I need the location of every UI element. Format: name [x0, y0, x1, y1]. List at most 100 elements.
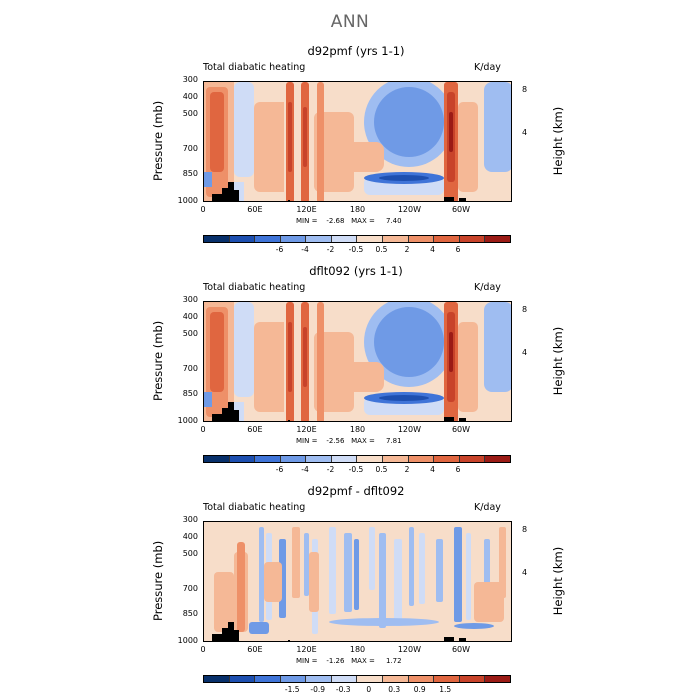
- y-tick-label: 300: [182, 75, 198, 84]
- x-tick-label: 60W: [451, 645, 471, 654]
- y-right-axis-title: Height (km): [551, 326, 565, 395]
- x-tick-label: 120W: [397, 425, 421, 434]
- y-tick-label: 400: [182, 311, 198, 321]
- colorbar-tick-label: 1.5: [439, 685, 452, 694]
- y-tick-label: 850: [182, 609, 198, 619]
- field-patch: [484, 302, 511, 392]
- colorbar-swatch: [255, 236, 281, 242]
- x-tick-label: 120E: [296, 645, 317, 654]
- blue-band: [379, 175, 429, 181]
- colorbar-tick-label: -2: [326, 245, 335, 254]
- y-tick-label: 500: [182, 108, 198, 118]
- colorbar-tick-label: 0.3: [388, 685, 401, 694]
- y-tick-label: 850: [182, 389, 198, 399]
- field-patch: [234, 630, 239, 641]
- colorbar-swatch: [408, 236, 435, 242]
- x-tick-label: 120W: [397, 205, 421, 214]
- field-patch: [228, 402, 234, 421]
- field-patch: [288, 420, 290, 421]
- colorbar: [203, 675, 511, 683]
- x-tick-label: 180: [349, 645, 366, 654]
- field-patch: [474, 582, 504, 622]
- colorbar-swatch: [280, 236, 307, 242]
- y-tick-label: 700: [182, 363, 198, 373]
- y-tick-label: 500: [182, 328, 198, 338]
- field-patch: [458, 322, 478, 412]
- field-patch: [237, 542, 245, 632]
- colorbar-tick-label: -1.5: [284, 685, 300, 694]
- y-right-tick-label: 8: [522, 304, 528, 314]
- field-patch: [303, 107, 307, 167]
- heatmap-field: [204, 302, 511, 421]
- y-tick-label: 700: [182, 583, 198, 593]
- page-title: ANN: [330, 12, 370, 32]
- colorbar-swatch: [306, 676, 332, 682]
- plot-area: [203, 521, 512, 642]
- colorbar-swatch: [383, 676, 409, 682]
- colorbar-tick-label: -6: [275, 465, 284, 474]
- field-patch: [324, 142, 384, 172]
- field-patch: [444, 637, 454, 641]
- colorbar-swatch: [434, 676, 460, 682]
- field-patch: [292, 527, 300, 598]
- colorbar-tick-label: 4: [430, 245, 435, 254]
- field-patch: [222, 408, 230, 421]
- colorbar-swatch: [204, 456, 230, 462]
- field-patch: [212, 634, 222, 641]
- blue-region: [374, 307, 444, 377]
- field-patch: [436, 539, 443, 602]
- field-patch: [288, 200, 290, 201]
- colorbar: [203, 235, 511, 243]
- colorbar: [203, 455, 511, 463]
- colorbar-swatch: [357, 236, 384, 242]
- y-tick-label: 1000: [177, 636, 198, 645]
- y-tick-label: 400: [182, 531, 198, 541]
- colorbar-swatch: [485, 676, 510, 682]
- y-right-tick-label: 4: [522, 348, 528, 358]
- field-patch: [354, 539, 359, 610]
- field-patch: [449, 332, 453, 372]
- y-tick-label: 1000: [177, 416, 198, 425]
- panel-title: d92pmf (yrs 1-1): [307, 44, 405, 58]
- colorbar-swatch: [459, 676, 486, 682]
- field-patch: [222, 188, 230, 201]
- colorbar-swatch: [357, 456, 384, 462]
- y-tick-label: 1000: [177, 196, 198, 205]
- field-patch: [309, 552, 319, 612]
- colorbar-swatch: [434, 456, 460, 462]
- field-patch: [444, 417, 454, 421]
- field-patch: [212, 414, 222, 421]
- field-patch: [324, 362, 384, 392]
- field-patch: [234, 302, 254, 397]
- colorbar-swatch: [459, 456, 486, 462]
- y-axis-title: Pressure (mb): [151, 320, 165, 401]
- colorbar-swatch: [383, 456, 409, 462]
- field-patch: [409, 527, 414, 606]
- x-tick-label: 60E: [247, 205, 263, 214]
- field-patch: [288, 322, 292, 392]
- plot-area: [203, 301, 512, 422]
- field-patch: [454, 527, 462, 622]
- colorbar-tick-label: 2: [404, 465, 410, 474]
- x-tick-label: 0: [200, 645, 206, 654]
- y-tick-label: 700: [182, 143, 198, 153]
- field-patch: [210, 92, 224, 172]
- colorbar-swatch: [434, 236, 460, 242]
- y-axis-title: Pressure (mb): [151, 100, 165, 181]
- y-tick-label: 500: [182, 548, 198, 558]
- field-patch: [228, 622, 234, 641]
- colorbar-swatch: [331, 456, 358, 462]
- x-tick-label: 60E: [247, 425, 263, 434]
- colorbar-swatch: [229, 456, 256, 462]
- panel-title: d92pmf - dflt092: [307, 484, 405, 498]
- blue-band: [329, 618, 439, 626]
- x-tick-label: 60W: [451, 205, 471, 214]
- x-tick-label: 120E: [296, 205, 317, 214]
- colorbar-tick-label: -0.3: [335, 685, 351, 694]
- field-patch: [484, 82, 511, 172]
- min-max-label: MIN = -2.56 MAX = 7.81: [296, 437, 402, 445]
- field-patch: [499, 527, 506, 598]
- heatmap-field: [204, 522, 511, 641]
- colorbar-swatch: [331, 236, 358, 242]
- field-patch: [288, 102, 292, 172]
